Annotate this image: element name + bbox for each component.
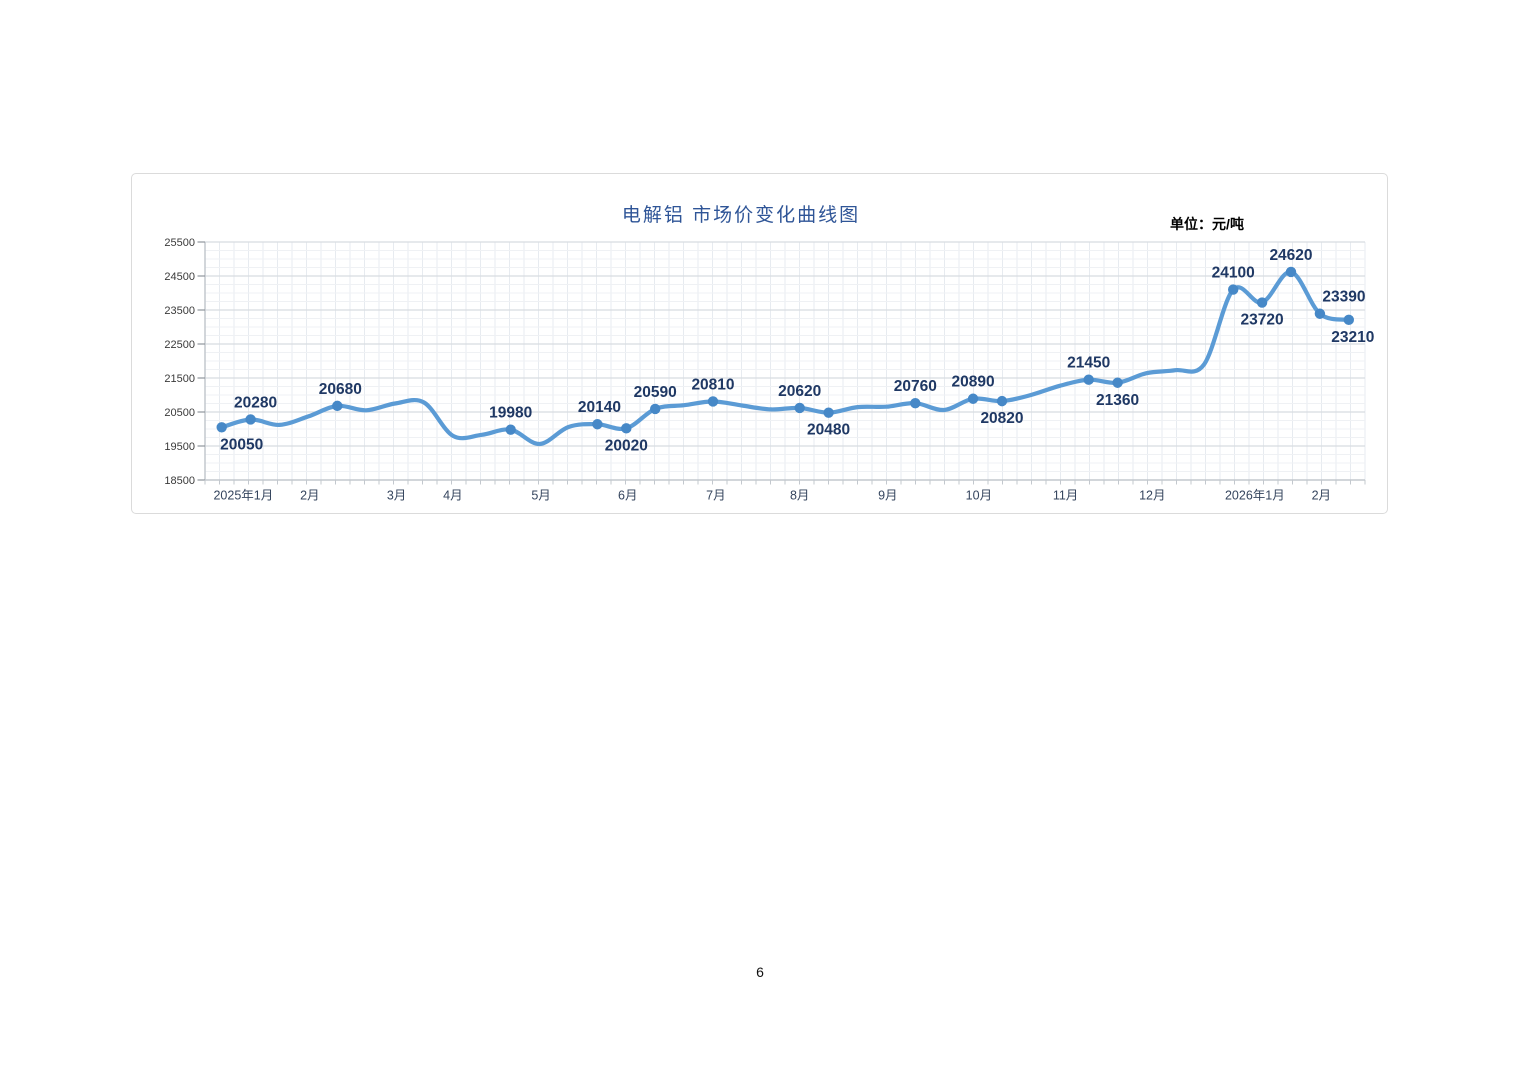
- y-tick-label: 20500: [164, 407, 195, 419]
- page-number: 6: [756, 964, 764, 980]
- x-month-label: 11月: [1053, 489, 1078, 503]
- data-point-marker: [967, 393, 979, 404]
- data-point-label: 20890: [952, 374, 995, 391]
- x-month-label: 2026年1月: [1225, 489, 1285, 503]
- data-point-marker: [1228, 284, 1239, 295]
- data-point-label: 23210: [1331, 329, 1374, 346]
- data-point-marker: [707, 396, 719, 407]
- data-point-label: 24100: [1212, 265, 1255, 282]
- x-month-label: 5月: [531, 489, 550, 503]
- y-tick-label: 18500: [164, 475, 195, 487]
- data-point-label: 20480: [807, 422, 850, 439]
- x-month-label: 6月: [618, 489, 637, 503]
- data-point-label: 21360: [1096, 392, 1139, 409]
- data-point-label: 23390: [1322, 289, 1365, 306]
- chart-title: 电解铝 市场价变化曲线图: [621, 205, 861, 226]
- data-point-marker: [996, 395, 1008, 407]
- y-tick-label: 23500: [164, 305, 195, 317]
- data-point-marker: [216, 422, 227, 433]
- x-month-label: 4月: [443, 489, 462, 503]
- data-point-label: 19980: [489, 405, 532, 422]
- x-month-label: 12月: [1139, 489, 1165, 503]
- x-month-label: 9月: [878, 489, 897, 503]
- data-point-label: 20050: [220, 436, 263, 453]
- data-point-marker: [1285, 266, 1297, 278]
- y-tick-label: 22500: [164, 339, 195, 351]
- chart-unit-label: 单位：元/吨: [1170, 216, 1244, 232]
- x-month-label: 2月: [300, 489, 319, 503]
- x-month-label: 2月: [1312, 489, 1331, 503]
- data-point-label: 20620: [778, 383, 821, 400]
- data-point-marker: [794, 402, 805, 414]
- data-point-label: 23720: [1241, 312, 1284, 329]
- data-point-label: 21450: [1067, 355, 1110, 372]
- data-point-marker: [505, 424, 516, 435]
- price-line: [219, 269, 1351, 447]
- data-point-marker: [1083, 374, 1094, 385]
- data-point-marker: [1256, 297, 1268, 308]
- line-chart-canvas: 18500 19500 20500 21500 22500 23500 24500 25500…: [164, 237, 1374, 503]
- data-point-marker: [245, 414, 256, 425]
- x-month-label: 3月: [387, 489, 406, 503]
- y-tick-label: 25500: [164, 237, 195, 249]
- data-point-marker: [1343, 314, 1355, 326]
- data-point-label: 20760: [894, 378, 937, 395]
- data-point-marker: [823, 407, 834, 418]
- data-point-marker: [650, 403, 661, 415]
- y-tick-label: 21500: [164, 373, 195, 385]
- data-point-label: 20680: [319, 381, 362, 398]
- data-point-label: 20820: [980, 410, 1023, 427]
- data-point-label: 20280: [234, 394, 277, 411]
- data-point-label: 20590: [634, 384, 677, 401]
- data-point-marker: [592, 419, 603, 430]
- x-month-label: 7月: [706, 489, 725, 503]
- data-point-marker: [910, 397, 921, 409]
- data-point-label: 24620: [1269, 247, 1312, 264]
- x-month-label: 2025年1月: [213, 489, 273, 503]
- data-point-marker: [332, 400, 343, 412]
- data-point-label: 20810: [691, 376, 734, 393]
- data-point-label: 20140: [578, 399, 621, 416]
- x-month-label: 8月: [790, 489, 809, 503]
- y-tick-label: 19500: [164, 441, 195, 453]
- data-point-marker: [1314, 308, 1326, 319]
- chart-container: 18500 19500 20500 21500 22500 23500 24500 25500…: [131, 173, 1388, 514]
- y-tick-label: 24500: [164, 271, 195, 283]
- data-point-label: 20020: [605, 437, 648, 454]
- data-point-marker: [621, 423, 632, 434]
- data-point-marker: [1112, 377, 1123, 388]
- x-month-label: 10月: [966, 489, 992, 503]
